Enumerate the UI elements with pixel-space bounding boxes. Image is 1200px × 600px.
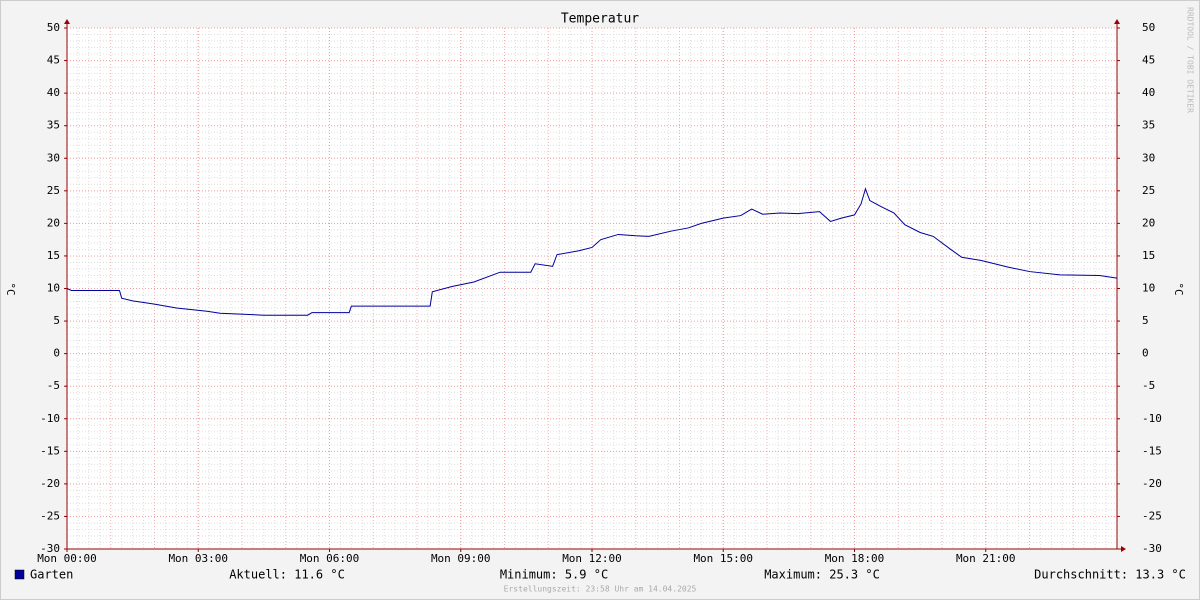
y2-tick-label: 20 <box>1142 216 1155 229</box>
y-tick-label: -20 <box>40 477 60 490</box>
y-tick-label: -10 <box>40 412 60 425</box>
y2-tick-label: 10 <box>1142 282 1155 295</box>
legend-swatch <box>14 569 25 580</box>
y2-tick-label: 50 <box>1142 21 1155 34</box>
footer: Erstellungszeit: 23:58 Uhr am 14.04.2025 <box>504 585 697 594</box>
y-tick-label: -5 <box>47 379 60 392</box>
x-tick-label: Mon 18:00 <box>825 552 885 565</box>
x-tick-label: Mon 15:00 <box>693 552 753 565</box>
x-tick-label: Mon 12:00 <box>562 552 622 565</box>
y-tick-label: 35 <box>47 119 60 132</box>
axis-arrow <box>1121 546 1126 552</box>
y-tick-label: 0 <box>53 347 60 360</box>
y2-tick-label: 5 <box>1142 314 1149 327</box>
x-tick-label: Mon 03:00 <box>168 552 228 565</box>
y2-tick-label: 30 <box>1142 151 1155 164</box>
y2-tick-label: 15 <box>1142 249 1155 262</box>
y-tick-label: 45 <box>47 54 60 67</box>
legend-stat: Durchschnitt: 13.3 °C <box>1034 568 1186 582</box>
y2-tick-label: -15 <box>1142 444 1162 457</box>
y-tick-label: 20 <box>47 216 60 229</box>
y-tick-label: 30 <box>47 151 60 164</box>
y-tick-label: 10 <box>47 282 60 295</box>
chart-title: Temperatur <box>561 12 639 27</box>
y2-tick-label: 25 <box>1142 184 1155 197</box>
y-tick-label: -25 <box>40 509 60 522</box>
legend-label: Garten <box>30 568 73 582</box>
y2-tick-label: 35 <box>1142 119 1155 132</box>
x-tick-label: Mon 09:00 <box>431 552 491 565</box>
x-tick-label: Mon 00:00 <box>37 552 97 565</box>
y2-tick-label: -30 <box>1142 542 1162 555</box>
y-tick-label: 50 <box>47 21 60 34</box>
data-line <box>66 187 1118 316</box>
y2-tick-label: -25 <box>1142 509 1162 522</box>
y-tick-label: 25 <box>47 184 60 197</box>
legend-stat: Minimum: 5.9 °C <box>500 568 608 582</box>
y-tick-label: 5 <box>53 314 60 327</box>
legend-stat: Maximum: 25.3 °C <box>764 568 880 582</box>
y2-axis-label: °C <box>1172 282 1185 295</box>
y-tick-label: 15 <box>47 249 60 262</box>
legend-stat: Aktuell: 11.6 °C <box>229 568 345 582</box>
y2-tick-label: -20 <box>1142 477 1162 490</box>
x-tick-label: Mon 21:00 <box>956 552 1016 565</box>
y-tick-label: -15 <box>40 444 60 457</box>
y2-tick-label: -10 <box>1142 412 1162 425</box>
y2-tick-label: 0 <box>1142 347 1149 360</box>
x-tick-label: Mon 06:00 <box>300 552 360 565</box>
axis-arrow <box>1114 19 1120 24</box>
y-tick-label: -30 <box>40 542 60 555</box>
watermark: RRDTOOL / TOBI OETIKER <box>1186 7 1195 113</box>
y-axis-label: °C <box>4 282 17 295</box>
y2-tick-label: 40 <box>1142 86 1155 99</box>
axis-arrow <box>64 19 70 24</box>
y2-tick-label: 45 <box>1142 54 1155 67</box>
y2-tick-label: -5 <box>1142 379 1155 392</box>
y-tick-label: 40 <box>47 86 60 99</box>
